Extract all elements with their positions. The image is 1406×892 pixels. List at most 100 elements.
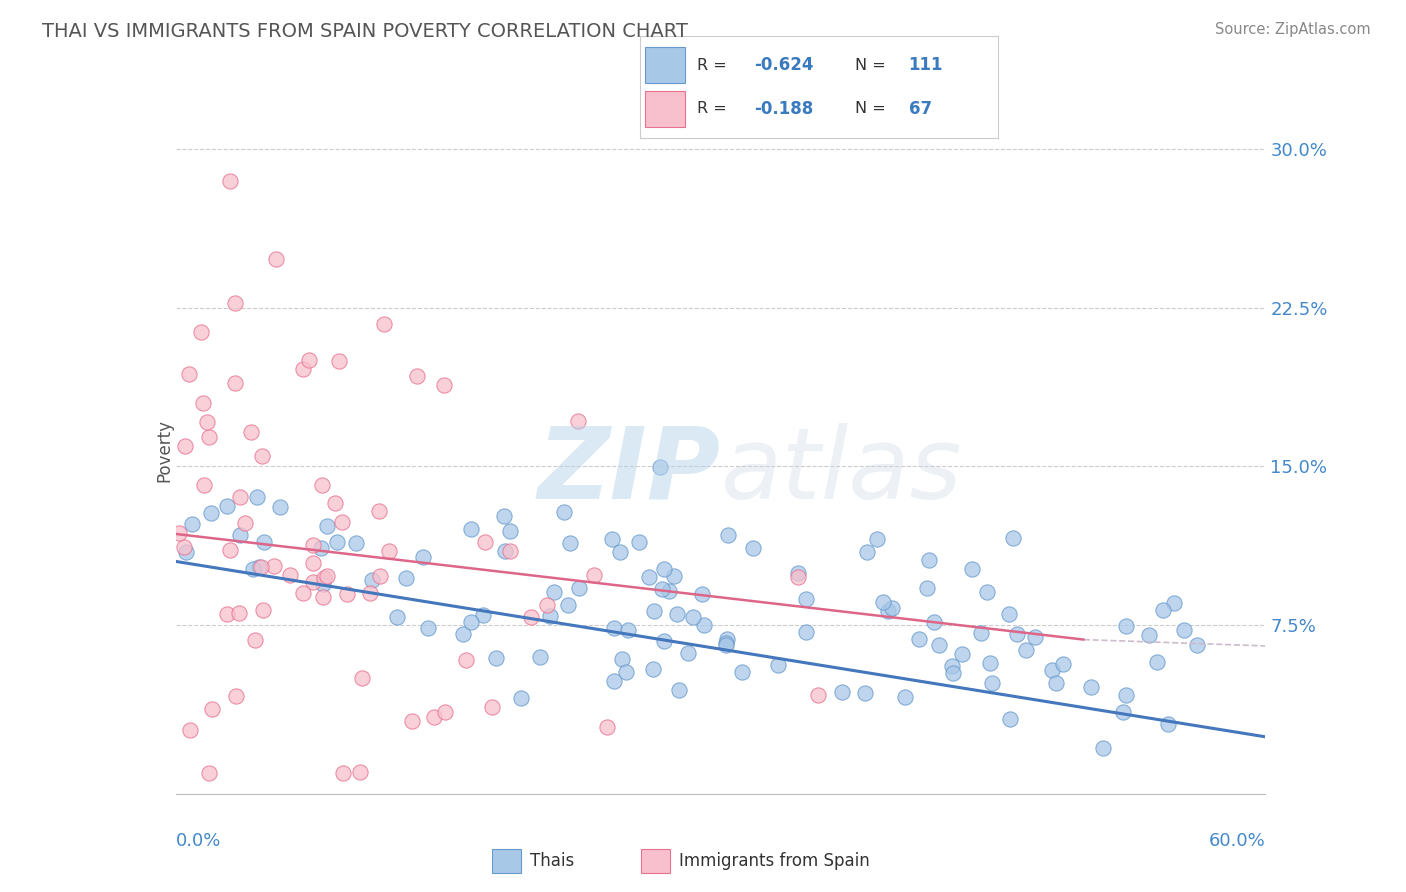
Point [917,582,939,596]
Point [235,516,257,531]
Point [553,505,575,519]
Text: R =: R = [697,102,733,116]
Point [648,460,671,475]
Point [668,683,690,698]
Point [950,647,973,661]
Point [179,723,201,738]
Point [298,352,321,367]
Point [406,368,429,383]
Point [395,571,418,585]
Point [766,658,789,673]
Point [1146,655,1168,669]
Point [1015,643,1038,657]
Point [198,765,221,780]
Point [662,569,685,583]
Point [190,325,212,339]
Point [717,528,740,542]
Text: N =: N = [855,102,891,116]
Point [378,544,401,558]
Text: N =: N = [855,58,891,72]
Point [252,450,274,464]
Point [614,665,637,679]
Point [198,430,221,444]
Point [731,665,754,679]
Point [239,425,262,439]
Point [1163,596,1185,610]
Point [412,549,434,564]
Point [787,566,810,581]
Point [596,720,619,734]
Text: Source: ZipAtlas.com: Source: ZipAtlas.com [1215,22,1371,37]
Point [418,621,440,635]
Point [969,626,991,640]
Point [786,570,808,584]
Point [253,534,276,549]
Point [200,507,222,521]
Point [291,586,314,600]
Point [344,535,367,549]
Point [224,376,246,391]
Point [520,610,543,624]
Point [603,621,626,635]
Point [373,317,395,331]
Point [998,713,1021,727]
Point [224,295,246,310]
Point [472,607,495,622]
Point [627,534,650,549]
Point [326,535,349,549]
Point [219,174,242,188]
Point [434,705,457,719]
Point [1115,688,1137,702]
Point [928,638,950,652]
Point [201,702,224,716]
Point [191,396,214,410]
Point [872,595,894,609]
Point [676,646,699,660]
Point [169,526,191,541]
Point [538,609,561,624]
Point [692,618,714,632]
Point [315,569,337,583]
Point [652,633,675,648]
Text: 60.0%: 60.0% [1209,831,1265,850]
Point [855,545,877,559]
Point [1080,680,1102,694]
Point [831,685,853,699]
Point [264,252,287,267]
Point [942,665,965,680]
Point [173,439,195,453]
Point [181,516,204,531]
Point [557,598,579,612]
Point [880,600,903,615]
Point [332,765,354,780]
Point [1052,657,1074,672]
Point [796,591,818,606]
Text: 111: 111 [908,56,943,74]
Point [536,599,558,613]
Point [401,714,423,728]
Point [485,650,508,665]
Text: -0.188: -0.188 [755,100,814,118]
Point [1040,663,1063,677]
Point [922,615,945,630]
Point [385,609,408,624]
Point [1115,619,1137,633]
Text: ZIP: ZIP [537,423,721,519]
Point [509,690,531,705]
Bar [492,848,522,873]
Point [543,584,565,599]
Point [866,532,889,546]
Point [960,562,983,576]
Point [176,545,198,559]
Point [494,544,516,558]
Point [359,586,381,600]
Point [451,626,474,640]
Point [323,496,346,510]
Point [741,541,763,555]
Point [499,544,522,558]
Point [714,638,737,652]
Point [1187,638,1209,652]
Point [666,607,689,621]
Point [1024,630,1046,644]
Point [433,377,456,392]
